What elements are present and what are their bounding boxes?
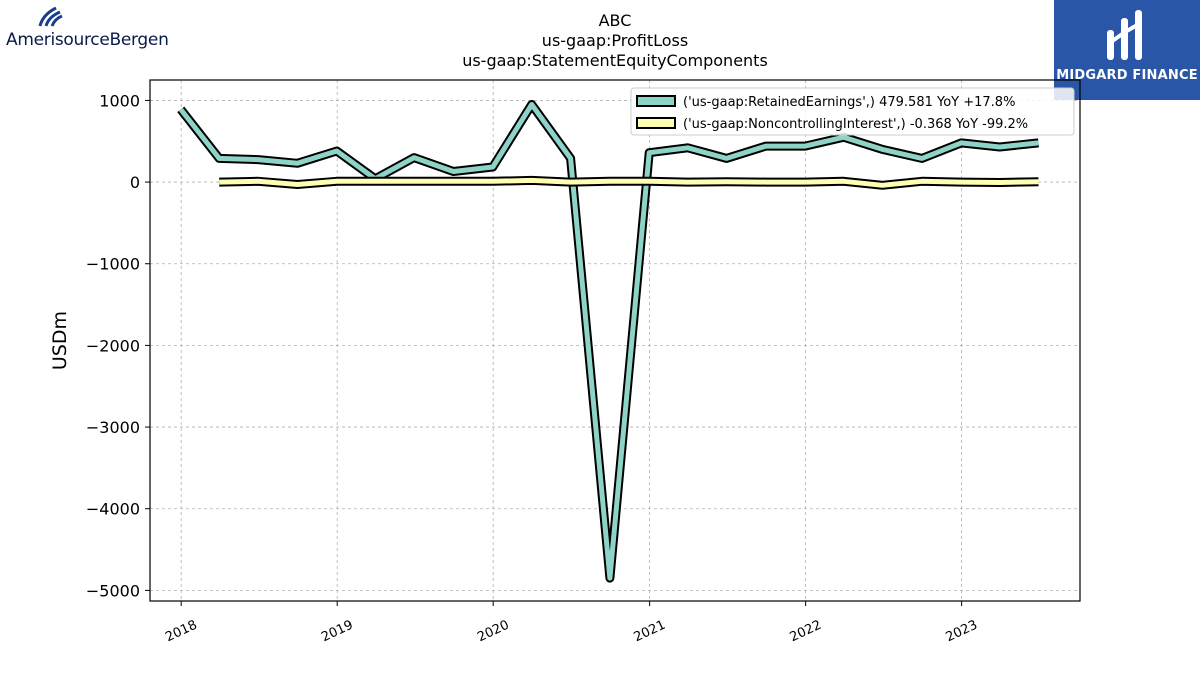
chart-title-concept: us-gaap:ProfitLoss — [541, 31, 689, 50]
x-tick-label: 2018 — [163, 618, 199, 646]
legend-swatch-0 — [636, 95, 676, 107]
y-tick-label: −2000 — [86, 336, 140, 355]
x-tick-label: 2020 — [475, 618, 511, 646]
series-0-line — [178, 102, 1039, 581]
midgard-finance-logo: MIDGARD FINANCE — [1054, 0, 1200, 100]
y-tick-label: 1000 — [99, 91, 140, 110]
plot-frame — [149, 79, 1081, 602]
y-tick-label: −4000 — [86, 500, 140, 519]
amerisourcebergen-logo: AmerisourceBergen — [6, 6, 169, 50]
y-tick-label: 0 — [130, 173, 140, 192]
amerisourcebergen-wordmark: AmerisourceBergen — [6, 30, 169, 50]
x-tick-label: 2021 — [632, 618, 668, 646]
legend-swatch-1 — [636, 117, 676, 129]
x-tick-label: 2019 — [319, 618, 355, 646]
legend-label-0: ('us-gaap:RetainedEarnings',) 479.581 Yo… — [683, 95, 1015, 110]
y-axis-label: USDm — [49, 311, 71, 370]
chart-title-company: ABC — [598, 11, 632, 30]
series-0-outline — [177, 100, 1039, 583]
y-tick-label: −1000 — [86, 255, 140, 274]
chart-title-group: us-gaap:StatementEquityComponents — [462, 51, 768, 70]
legend-label-1: ('us-gaap:NoncontrollingInterest',) -0.3… — [683, 117, 1028, 132]
series-1-line — [219, 177, 1039, 188]
amerisourcebergen-mark-icon — [38, 6, 63, 27]
x-tick-label: 2023 — [944, 618, 980, 646]
legend-box — [630, 87, 1075, 136]
y-tick-label: −5000 — [86, 581, 140, 600]
midgard-finance-wordmark: MIDGARD FINANCE — [1056, 68, 1198, 83]
y-tick-label: −3000 — [86, 418, 140, 437]
x-tick-label: 2022 — [788, 618, 824, 646]
midgard-finance-mark-icon — [1107, 10, 1142, 60]
